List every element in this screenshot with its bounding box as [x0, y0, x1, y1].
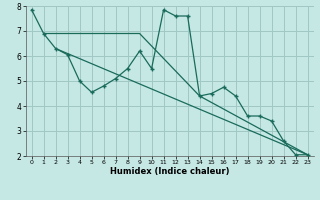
X-axis label: Humidex (Indice chaleur): Humidex (Indice chaleur) [110, 167, 229, 176]
